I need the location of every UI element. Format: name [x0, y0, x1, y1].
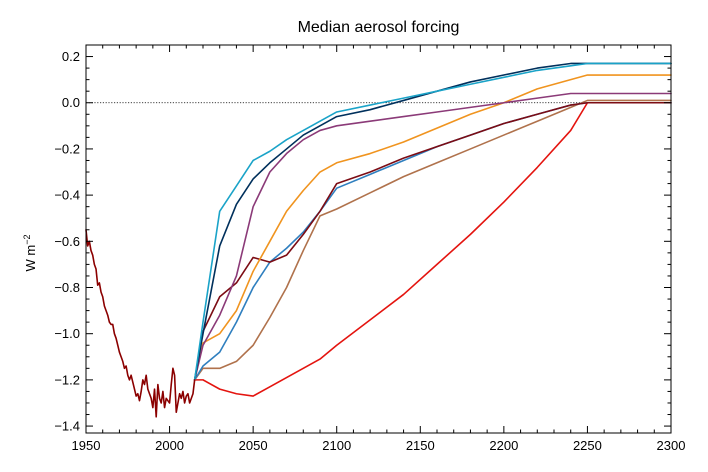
y-tick-label: −0.8: [54, 280, 80, 295]
x-tick-label: 2050: [239, 438, 268, 453]
series-lines: [193, 62, 672, 397]
y-tick-labels: 0.2 0.0 −0.2 −0.4 −0.6 −0.8 −1.0 −1.2 −1.4: [54, 49, 80, 434]
x-tick-label: 2000: [155, 438, 184, 453]
series-line-8: [193, 62, 672, 381]
x-tick-label: 2300: [657, 438, 686, 453]
series-line-4: [193, 101, 672, 381]
y-axis-label: W m−2: [22, 235, 38, 272]
y-tick-label: −0.6: [54, 234, 80, 249]
x-tick-label: 2150: [406, 438, 435, 453]
chart-title: Median aerosol forcing: [298, 19, 460, 36]
series-line-1: [193, 101, 672, 397]
history-line: [85, 228, 196, 418]
series-line-3: [193, 101, 672, 381]
y-tick-label: −0.2: [54, 141, 80, 156]
x-tick-labels: 1950 2000 2050 2100 2150 2200 2250 2300: [72, 438, 686, 453]
x-tick-label: 2200: [489, 438, 518, 453]
x-tick-label: 1950: [72, 438, 101, 453]
series-line-5: [193, 74, 672, 381]
historical-series: [85, 228, 196, 418]
y-tick-label: 0.2: [62, 49, 80, 64]
plot-frame: [85, 44, 672, 434]
y-tick-label: −1.4: [54, 419, 80, 434]
x-tick-label: 2250: [573, 438, 602, 453]
x-tick-label: 2100: [322, 438, 351, 453]
series-line-6: [193, 92, 672, 381]
series-line-7: [193, 62, 672, 381]
y-tick-label: −0.4: [54, 188, 80, 203]
y-tick-label: −1.2: [54, 372, 80, 387]
y-tick-label: 0.0: [62, 95, 80, 110]
series-line-2: [193, 99, 672, 381]
y-tick-label: −1.0: [54, 326, 80, 341]
